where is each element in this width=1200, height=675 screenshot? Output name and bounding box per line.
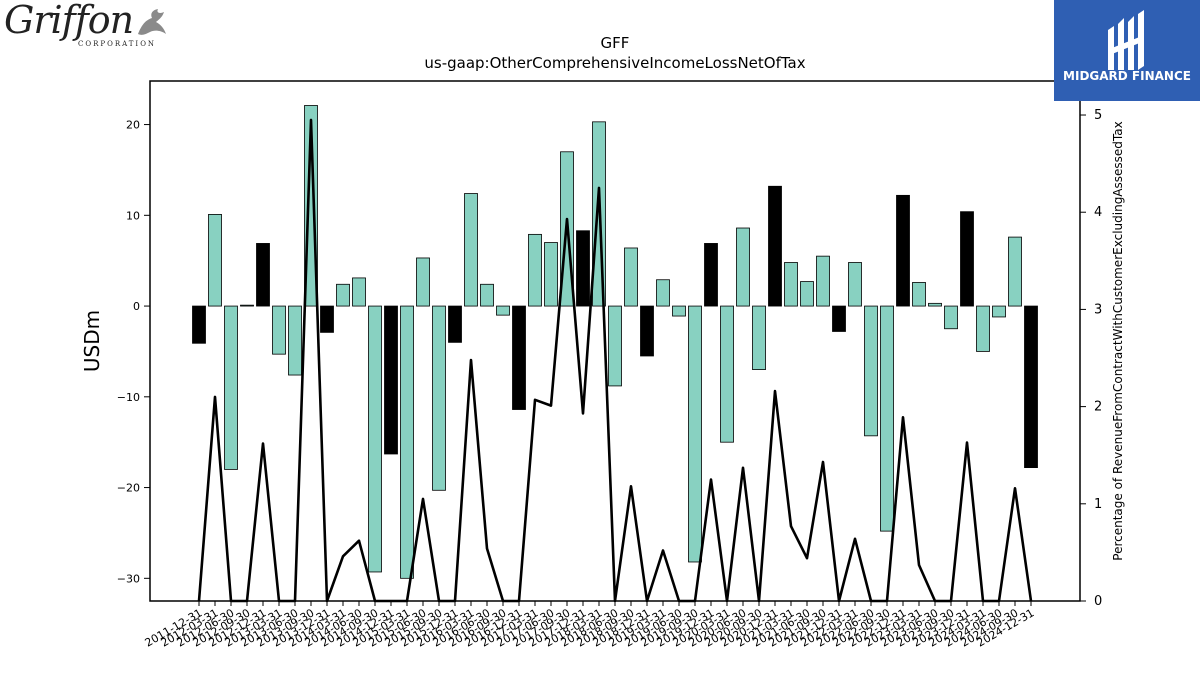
bar: [848, 262, 862, 307]
bar: [384, 305, 398, 455]
bar: [400, 305, 414, 579]
bar: [320, 305, 334, 333]
y-axis-left: −30 −20 −10 0 10 20: [117, 119, 150, 585]
bar: [992, 305, 1006, 318]
bar: [896, 194, 910, 307]
griffon-subtitle: CORPORATION: [78, 40, 157, 48]
chart-title: GFF: [601, 34, 630, 52]
bar: [608, 305, 622, 387]
y2-tick-label: 0: [1094, 594, 1102, 609]
bar: [752, 305, 766, 370]
y-axis-right: 0 1 2 3 4 5: [1080, 108, 1102, 609]
midgard-name: MIDGARD FINANCE: [1063, 69, 1191, 83]
bar: [256, 243, 270, 307]
bar: [768, 185, 782, 307]
bar: [352, 277, 366, 307]
y2-axis-label: Percentage of RevenueFromContractWithCus…: [1111, 121, 1125, 560]
y-tick-label: 10: [126, 209, 140, 222]
y-axis-label: USDm: [80, 310, 104, 372]
bar: [480, 283, 494, 307]
bar: [976, 305, 990, 352]
griffin-icon: [138, 9, 166, 35]
bar: [736, 227, 750, 307]
bar: [224, 305, 238, 470]
bar: [800, 281, 814, 307]
bar: [832, 305, 846, 332]
y2-tick-label: 5: [1094, 108, 1102, 123]
bar: [1024, 305, 1038, 468]
chart-subtitle: us-gaap:OtherComprehensiveIncomeLossNetO…: [424, 54, 805, 72]
bar: [432, 305, 446, 491]
bar: [464, 193, 478, 307]
y-tick-label: −30: [117, 572, 140, 585]
y-tick-label: −10: [117, 391, 140, 404]
y-tick-label: 0: [133, 300, 140, 313]
y2-tick-label: 4: [1094, 205, 1102, 220]
midgard-logo: MIDGARD FINANCE: [1054, 0, 1200, 101]
bar: [368, 305, 382, 573]
bar: [448, 305, 462, 343]
bar: [272, 305, 286, 355]
y-tick-label: −20: [117, 482, 140, 495]
bar: [944, 305, 958, 330]
bar: [336, 283, 350, 307]
griffon-logo: Griffon CORPORATION: [4, 0, 174, 48]
bar-group: [192, 105, 1038, 579]
bar: [240, 304, 254, 307]
y2-tick-label: 3: [1094, 302, 1102, 317]
griffon-wordmark: Griffon: [4, 0, 134, 42]
bar: [1008, 236, 1022, 307]
bar: [720, 305, 734, 443]
bar: [656, 279, 670, 307]
bar: [496, 305, 510, 316]
bar: [416, 257, 430, 307]
bar: [624, 247, 638, 307]
y-tick-label: 20: [126, 119, 140, 132]
bar: [640, 305, 654, 357]
x-axis: 2011-12-312012-03-312012-06-302012-09-30…: [143, 601, 1037, 650]
bar: [864, 305, 878, 437]
y2-tick-label: 1: [1094, 497, 1102, 512]
bar: [576, 230, 590, 307]
bar: [960, 211, 974, 307]
bar: [784, 262, 798, 307]
bar: [704, 243, 718, 307]
midgard-mark-icon: [1108, 10, 1144, 70]
bar: [512, 305, 526, 410]
bar: [544, 242, 558, 307]
y2-tick-label: 2: [1094, 400, 1102, 415]
bar: [688, 305, 702, 563]
bar: [912, 282, 926, 307]
bar: [880, 305, 894, 532]
bar: [208, 214, 222, 307]
bar: [928, 302, 942, 307]
bar: [528, 233, 542, 307]
bar: [816, 255, 830, 307]
bar: [192, 305, 206, 344]
bar: [672, 305, 686, 317]
bar: [288, 305, 302, 376]
